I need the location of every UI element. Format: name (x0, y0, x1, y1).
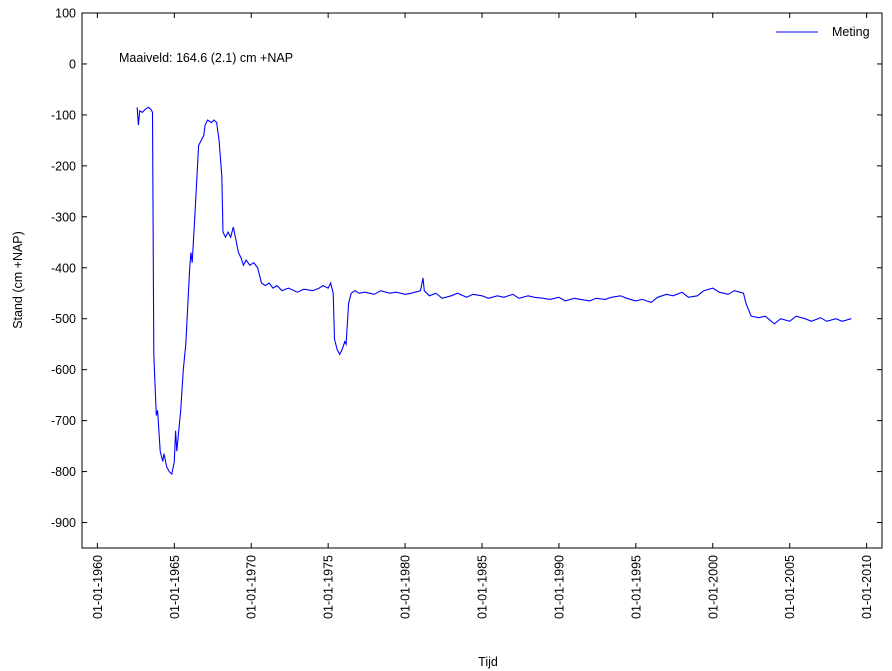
x-tick-label: 01-01-2005 (783, 555, 797, 619)
x-tick-label: 01-01-1980 (399, 555, 413, 619)
x-tick-label: 01-01-1995 (629, 555, 643, 619)
x-tick-label: 01-01-2000 (706, 555, 720, 619)
plot-frame (81, 12, 883, 549)
y-tick-label: 100 (55, 7, 76, 21)
y-axis-label: Stand (cm +NAP) (11, 231, 25, 329)
x-tick-label: 01-01-1990 (552, 555, 566, 619)
y-tick-label: -300 (51, 210, 76, 224)
annotation-maaiveld: Maaiveld: 164.6 (2.1) cm +NAP (119, 51, 293, 65)
legend-label-meting: Meting (832, 25, 870, 39)
legend: Meting (776, 25, 870, 39)
y-tick-label: -700 (51, 414, 76, 428)
x-tick-label: 01-01-1965 (168, 555, 182, 619)
y-tick-label: 0 (69, 57, 76, 71)
y-tick-label: -400 (51, 261, 76, 275)
y-tick-label: -500 (51, 312, 76, 326)
x-tick-label: 01-01-1975 (322, 555, 336, 619)
x-tick-label: 01-01-1960 (91, 555, 105, 619)
x-tick-label: 01-01-2010 (860, 555, 874, 619)
y-tick-label: -200 (51, 159, 76, 173)
x-tick-label: 01-01-1970 (245, 555, 259, 619)
series-line-meting (136, 106, 852, 476)
x-axis-label: Tijd (478, 655, 498, 669)
y-tick-label: -600 (51, 363, 76, 377)
y-tick-label: -900 (51, 516, 76, 530)
y-tick-label: -800 (51, 465, 76, 479)
x-tick-label: 01-01-1985 (476, 555, 490, 619)
y-tick-label: -100 (51, 108, 76, 122)
y-axis-ticks: 100 0 -100 -200 -300 -400 -500 -600 -700 -800 -900 (51, 7, 882, 530)
x-axis-ticks: 01-01-1960 01-01-1965 01-01-1970 01-01-1975… (91, 13, 874, 619)
plot-area (82, 13, 882, 548)
